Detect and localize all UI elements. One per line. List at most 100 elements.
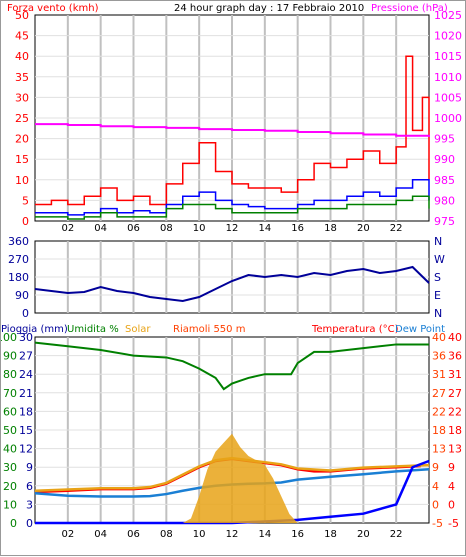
rain-axis-tick: 21 <box>19 387 33 400</box>
rain-label: Pioggia (mm) <box>1 324 68 335</box>
rain-axis-tick: 9 <box>26 461 33 474</box>
wind-series-1-line <box>35 179 430 216</box>
pressure-axis-tick: 990 <box>434 153 455 166</box>
dew-axis-tick: 4 <box>448 480 455 493</box>
time-axis-tick: 02 <box>61 529 74 540</box>
wind-axis-tick: 40 <box>15 50 29 63</box>
time-axis-tick: 20 <box>357 529 370 540</box>
temperature-axis-tick: 36 <box>432 350 446 363</box>
temperature-axis-tick: 22 <box>432 405 446 418</box>
pressure-axis-tick: 980 <box>434 194 455 207</box>
solar-area <box>35 433 429 523</box>
dew-axis-tick: 18 <box>448 424 462 437</box>
wind-series-2-line <box>35 195 430 220</box>
time-axis-tick: 12 <box>226 529 239 540</box>
dew-axis-tick: 31 <box>448 368 462 381</box>
compass-axis-tick: W <box>434 253 445 266</box>
temperature-label: Temperatura (°C) <box>311 324 399 335</box>
direction-axis-tick: 360 <box>8 235 29 248</box>
compass-axis-tick: E <box>434 289 441 302</box>
wind-axis-tick: 15 <box>15 153 29 166</box>
pressure-axis-tick: 1005 <box>434 91 462 104</box>
time-axis-tick: 06 <box>127 529 140 540</box>
rain-axis-tick: 18 <box>19 405 33 418</box>
time-axis-tick: 22 <box>390 529 403 540</box>
rain-axis-tick: 0 <box>26 517 33 530</box>
direction-axis-tick: 180 <box>8 271 29 284</box>
dew-axis-tick: 0 <box>448 498 455 511</box>
time-axis-tick: 12 <box>226 223 239 234</box>
temperature-axis-tick: 9 <box>432 461 439 474</box>
wind-axis-tick: 30 <box>15 91 29 104</box>
time-axis-tick: 10 <box>193 529 206 540</box>
wind-axis-tick: 50 <box>15 9 29 22</box>
wind-series-0-line <box>35 55 430 206</box>
temperature-axis-tick: 13 <box>432 443 446 456</box>
time-axis-tick: 06 <box>127 223 140 234</box>
wind-axis-tick: 35 <box>15 71 29 84</box>
time-axis-tick: 04 <box>94 529 107 540</box>
pressure-label: Pressione (hPa) <box>371 3 448 14</box>
dew-axis-tick: 9 <box>448 461 455 474</box>
temperature-axis-tick: 4 <box>432 480 439 493</box>
time-axis-tick: 02 <box>61 223 74 234</box>
dew-axis-tick: 13 <box>448 443 462 456</box>
rain-axis-tick: 24 <box>19 368 33 381</box>
time-axis-tick: 10 <box>193 223 206 234</box>
time-axis-tick: 08 <box>160 223 173 234</box>
temperature-axis-tick: -5 <box>432 517 443 530</box>
pressure-axis-tick: 1020 <box>434 30 462 43</box>
humidity-axis-tick: 40 <box>3 443 17 456</box>
rain-axis-tick: 3 <box>26 498 33 511</box>
direction-axis-tick: 90 <box>15 289 29 302</box>
pressure-axis-tick: 985 <box>434 174 455 187</box>
humidity-axis-tick: 80 <box>3 368 17 381</box>
pressure-axis-tick: 995 <box>434 133 455 146</box>
wind-axis-tick: 20 <box>15 133 29 146</box>
wind-axis-tick: 10 <box>15 174 29 187</box>
rain-axis-tick: 15 <box>19 424 33 437</box>
wind-axis-tick: 25 <box>15 112 29 125</box>
humidity-axis-tick: 0 <box>10 517 17 530</box>
wind-axis-tick: 45 <box>15 30 29 43</box>
pressure-axis-tick: 1015 <box>434 50 462 63</box>
pressure-axis-tick: 975 <box>434 215 455 228</box>
dew-axis-tick: 36 <box>448 350 462 363</box>
dew-axis-tick: 27 <box>448 387 462 400</box>
humidity-axis-tick: 100 <box>1 331 17 344</box>
time-axis-tick: 22 <box>390 223 403 234</box>
rain-axis-tick: 27 <box>19 350 33 363</box>
rain-axis-tick: 12 <box>19 443 33 456</box>
wind-axis-tick: 0 <box>22 215 29 228</box>
humidity-axis-tick: 70 <box>3 387 17 400</box>
pressure-axis-tick: 1025 <box>434 9 462 22</box>
compass-axis-tick: N <box>434 307 442 320</box>
temperature-axis-tick: 40 <box>432 331 446 344</box>
direction-axis-tick: 270 <box>8 253 29 266</box>
humidity-axis-tick: 20 <box>3 480 17 493</box>
pressure-axis-tick: 1010 <box>434 71 462 84</box>
humidity-axis-tick: 10 <box>3 498 17 511</box>
humidity-label: Umidita % <box>67 324 119 335</box>
temperature-axis-tick: 18 <box>432 424 446 437</box>
time-axis-tick: 08 <box>160 529 173 540</box>
temperature-axis-tick: 27 <box>432 387 446 400</box>
dew-point-label: Dew Point <box>395 324 445 335</box>
time-axis-tick: 20 <box>357 223 370 234</box>
temperature-axis-tick: 31 <box>432 368 446 381</box>
time-axis-tick: 18 <box>324 223 337 234</box>
solar-label: Solar <box>125 324 151 335</box>
time-axis-tick: 18 <box>324 529 337 540</box>
dew-axis-tick: -5 <box>448 517 459 530</box>
humidity-axis-tick: 30 <box>3 461 17 474</box>
rain-axis-tick: 6 <box>26 480 33 493</box>
dew-axis-tick: 40 <box>448 331 462 344</box>
wind-series-3-line <box>35 123 430 137</box>
time-axis-tick: 16 <box>291 529 304 540</box>
humidity-axis-tick: 60 <box>3 405 17 418</box>
wind-axis-tick: 5 <box>22 194 29 207</box>
compass-axis-tick: N <box>434 235 442 248</box>
weather-series-0-line <box>34 341 429 391</box>
wind-speed-label: Forza vento (kmh) <box>7 3 99 14</box>
